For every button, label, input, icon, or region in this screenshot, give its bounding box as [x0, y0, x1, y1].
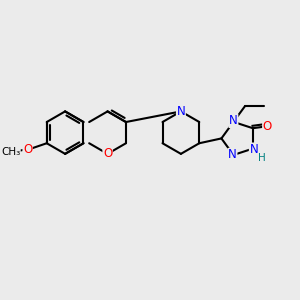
- Text: O: O: [103, 147, 112, 161]
- Text: N: N: [228, 148, 237, 161]
- Text: N: N: [249, 143, 258, 156]
- Text: H: H: [258, 153, 266, 163]
- Text: CH₃: CH₃: [1, 147, 20, 157]
- Text: N: N: [176, 105, 185, 118]
- Text: O: O: [263, 120, 272, 133]
- Text: O: O: [23, 143, 32, 156]
- Text: N: N: [229, 114, 238, 128]
